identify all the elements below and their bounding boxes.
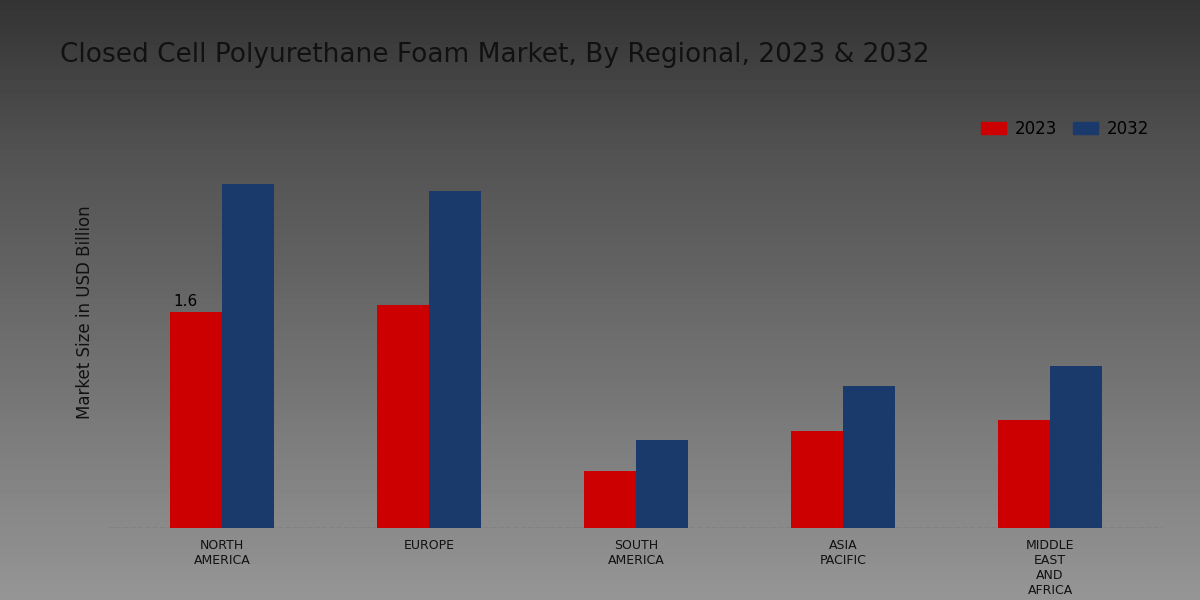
Y-axis label: Market Size in USD Billion: Market Size in USD Billion: [76, 205, 94, 419]
Legend: 2023, 2032: 2023, 2032: [974, 113, 1156, 145]
Bar: [844, 386, 895, 528]
Bar: [636, 440, 688, 528]
Bar: [791, 431, 844, 528]
Bar: [584, 472, 636, 528]
Bar: [377, 305, 428, 528]
Text: 1.6: 1.6: [174, 295, 198, 310]
Bar: [1050, 366, 1102, 528]
Bar: [428, 191, 481, 528]
Bar: [998, 420, 1050, 528]
Bar: [170, 312, 222, 528]
Text: Closed Cell Polyurethane Foam Market, By Regional, 2023 & 2032: Closed Cell Polyurethane Foam Market, By…: [60, 42, 930, 68]
Bar: [222, 184, 274, 528]
